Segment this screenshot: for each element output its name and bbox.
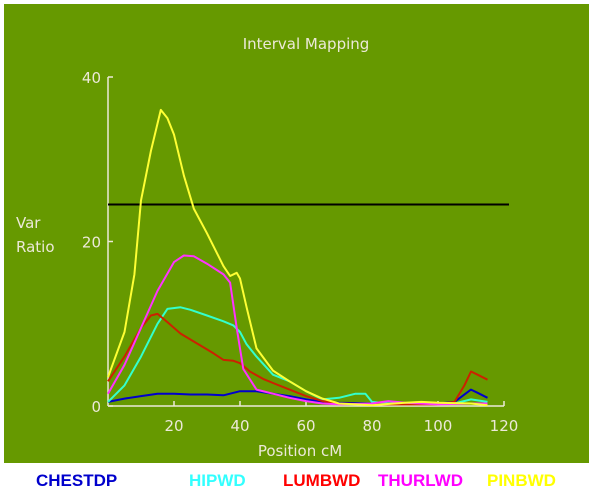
legend-item-thurlwd: THURLWD (378, 471, 463, 490)
y-tick-label: 40 (82, 69, 101, 87)
chart-panel: Interval Mapping Var Ratio Position cM 0… (4, 4, 589, 463)
y-axis-label-line-2: Ratio (16, 238, 55, 256)
axes: 0 20 40 20 40 60 80 100 120 (82, 69, 518, 435)
x-tick-label: 20 (164, 417, 183, 435)
series-line-lumbwd (107, 312, 488, 406)
x-axis-label: Position cM (258, 442, 342, 460)
legend: CHESTDP HIPWD LUMBWD THURLWD PINBWD (0, 471, 593, 495)
chart-plot: Interval Mapping Var Ratio Position cM 0… (16, 35, 518, 460)
y-tick-label: 0 (91, 398, 101, 416)
x-tick-label: 100 (424, 417, 453, 435)
legend-item-chestdp: CHESTDP (36, 471, 118, 490)
legend-item-hipwd: HIPWD (189, 471, 246, 490)
chart-title: Interval Mapping (243, 35, 370, 53)
series-line-hipwd (107, 306, 488, 405)
series-layer (107, 108, 488, 407)
y-tick-label: 20 (82, 234, 101, 252)
series-line-pinbwd (107, 108, 488, 407)
legend-item-pinbwd: PINBWD (487, 471, 556, 490)
x-tick-label: 40 (230, 417, 249, 435)
y-axis-label-line-1: Var (16, 214, 41, 232)
x-tick-label: 60 (296, 417, 315, 435)
series-line-thurlwd (107, 254, 488, 406)
legend-item-lumbwd: LUMBWD (283, 471, 361, 490)
x-tick-label: 120 (490, 417, 519, 435)
x-tick-label: 80 (362, 417, 381, 435)
